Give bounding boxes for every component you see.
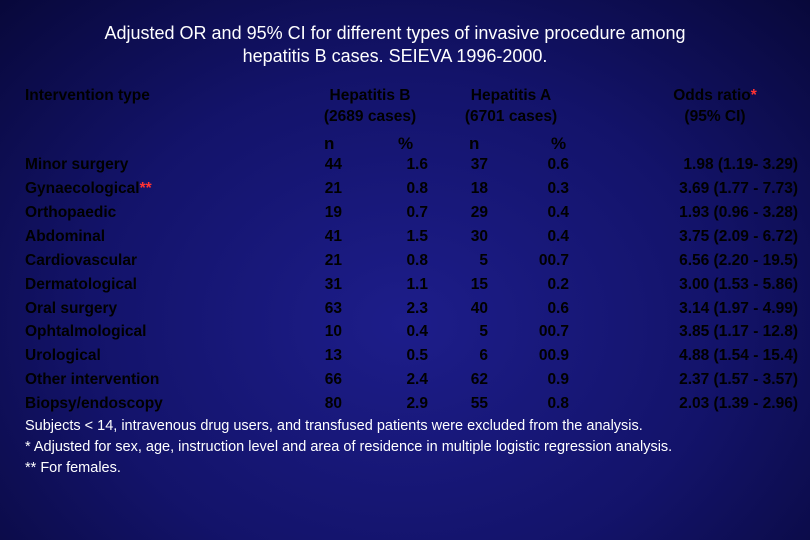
hep-a-pct-cell: 0.6 <box>547 300 569 317</box>
hep-b-n-cell: 80 <box>324 395 342 412</box>
intervention-type-cell: Minor surgery <box>25 156 129 173</box>
hep-a-n-cell: 55 <box>470 395 488 412</box>
footnote-exclusions: Subjects < 14, intravenous drug users, a… <box>25 418 643 434</box>
hep-a-pct-cell: 0.6 <box>547 156 569 173</box>
hep-b-n-cell: 21 <box>324 180 342 197</box>
hep-b-n-cell: 19 <box>324 204 342 221</box>
table-row: Gynaecological** 21 0.8 18 0.3 3.69 (1.7… <box>0 180 810 204</box>
hep-b-pct-cell: 1.1 <box>406 276 428 293</box>
odds-ratio-cell: 3.85 (1.17 - 12.8) <box>679 323 798 340</box>
header-hepatitis-b-cases: (2689 cases) <box>323 108 417 125</box>
intervention-type-cell: Orthopaedic <box>25 204 117 221</box>
intervention-type-cell: Ophtalmological <box>25 323 147 340</box>
intervention-type-cell: Urological <box>25 347 101 364</box>
header-hepatitis-b-title: Hepatitis B <box>329 87 411 104</box>
footnote-females: ** For females. <box>25 460 121 476</box>
hep-a-pct-cell: 0.3 <box>547 180 569 197</box>
table-row: Urological 13 0.5 6 00.9 4.88 (1.54 - 15… <box>0 347 810 371</box>
intervention-type-cell: Biopsy/endoscopy <box>25 395 163 412</box>
header-hepatitis-a-title: Hepatitis A <box>470 87 552 104</box>
hep-b-n-cell: 41 <box>324 228 342 245</box>
hep-a-pct-cell: 0.8 <box>547 395 569 412</box>
table-row: Biopsy/endoscopy 80 2.9 55 0.8 2.03 (1.3… <box>0 395 810 419</box>
hep-b-pct-cell: 0.8 <box>406 252 428 269</box>
table-row: Cardiovascular 21 0.8 5 00.7 6.56 (2.20 … <box>0 252 810 276</box>
hep-a-pct-cell: 00.9 <box>538 347 569 364</box>
hep-a-n-cell: 5 <box>479 323 488 340</box>
table-row: Orthopaedic 19 0.7 29 0.4 1.93 (0.96 - 3… <box>0 204 810 228</box>
hep-a-pct-cell: 0.4 <box>547 204 569 221</box>
hep-a-n-cell: 37 <box>470 156 488 173</box>
odds-ratio-cell: 2.03 (1.39 - 2.96) <box>679 395 798 412</box>
intervention-type-cell: Dermatological <box>25 276 137 293</box>
intervention-type-cell: Oral surgery <box>25 300 118 317</box>
hep-b-n-cell: 63 <box>324 300 342 317</box>
hep-a-pct-cell: 0.4 <box>547 228 569 245</box>
hep-b-n-cell: 31 <box>324 276 342 293</box>
hep-b-pct-cell: 1.5 <box>406 228 428 245</box>
intervention-type-cell: Other intervention <box>25 371 160 388</box>
hep-a-pct-cell: 0.2 <box>547 276 569 293</box>
slide-title-line-1: Adjusted OR and 95% CI for different typ… <box>104 23 686 43</box>
hep-a-n-cell: 30 <box>470 228 488 245</box>
header-n-hep-a: n <box>469 134 480 153</box>
hep-b-pct-cell: 1.6 <box>406 156 428 173</box>
hep-a-n-cell: 5 <box>479 252 488 269</box>
slide-title: Adjusted OR and 95% CI for different typ… <box>0 22 790 68</box>
hep-b-pct-cell: 0.8 <box>406 180 428 197</box>
hep-a-pct-cell: 00.7 <box>538 252 569 269</box>
table-row: Ophtalmological 10 0.4 5 00.7 3.85 (1.17… <box>0 323 810 347</box>
header-pct-hep-b: % <box>398 134 414 153</box>
footnote-marker: ** <box>139 180 152 197</box>
hep-a-n-cell: 40 <box>470 300 488 317</box>
intervention-type-cell: Gynaecological <box>25 180 140 197</box>
odds-ratio-cell: 3.69 (1.77 - 7.73) <box>679 180 798 197</box>
table-row: Oral surgery 63 2.3 40 0.6 3.14 (1.97 - … <box>0 300 810 324</box>
odds-ratio-cell: 3.00 (1.53 - 5.86) <box>679 276 798 293</box>
hep-b-pct-cell: 2.3 <box>406 300 428 317</box>
hep-b-pct-cell: 2.4 <box>406 371 428 388</box>
hep-b-n-cell: 66 <box>324 371 342 388</box>
header-intervention-type: Intervention type <box>25 87 150 104</box>
odds-ratio-cell: 3.75 (2.09 - 6.72) <box>679 228 798 245</box>
table-row: Minor surgery 44 1.6 37 0.6 1.98 (1.19- … <box>0 156 810 180</box>
slide-title-line-2: hepatitis B cases. SEIEVA 1996-2000. <box>242 46 548 66</box>
hep-b-pct-cell: 0.5 <box>406 347 428 364</box>
odds-ratio-cell: 4.88 (1.54 - 15.4) <box>679 347 798 364</box>
hep-a-n-cell: 62 <box>470 371 488 388</box>
hep-b-pct-cell: 2.9 <box>406 395 428 412</box>
odds-ratio-cell: 6.56 (2.20 - 19.5) <box>679 252 798 269</box>
header-pct-hep-a: % <box>551 134 567 153</box>
odds-ratio-cell: 2.37 (1.57 - 3.57) <box>679 371 798 388</box>
hep-a-n-cell: 6 <box>479 347 488 364</box>
header-odds-ratio: Odds ratio* (95% CI) <box>650 87 780 126</box>
header-hepatitis-b: Hepatitis B (2689 cases) <box>305 87 435 126</box>
hep-a-n-cell: 29 <box>470 204 488 221</box>
header-odds-ratio-ci: (95% CI) <box>684 108 746 125</box>
header-n-hep-b: n <box>324 134 335 153</box>
footnote-adjustment: * Adjusted for sex, age, instruction lev… <box>25 439 673 455</box>
hep-b-n-cell: 44 <box>324 156 342 173</box>
intervention-type-cell: Cardiovascular <box>25 252 137 269</box>
hep-b-n-cell: 21 <box>324 252 342 269</box>
odds-ratio-cell: 3.14 (1.97 - 4.99) <box>679 300 798 317</box>
hep-a-pct-cell: 00.7 <box>538 323 569 340</box>
header-odds-ratio-marker: * <box>750 87 757 104</box>
table-row: Dermatological 31 1.1 15 0.2 3.00 (1.53 … <box>0 276 810 300</box>
header-hepatitis-a: Hepatitis A (6701 cases) <box>446 87 576 126</box>
hep-a-pct-cell: 0.9 <box>547 371 569 388</box>
table-row: Abdominal 41 1.5 30 0.4 3.75 (2.09 - 6.7… <box>0 228 810 252</box>
odds-ratio-cell: 1.98 (1.19- 3.29) <box>683 156 798 173</box>
table-row: Other intervention 66 2.4 62 0.9 2.37 (1… <box>0 371 810 395</box>
header-odds-ratio-title: Odds ratio <box>673 87 751 104</box>
hep-b-pct-cell: 0.7 <box>406 204 428 221</box>
hep-a-n-cell: 15 <box>470 276 488 293</box>
intervention-type-cell: Abdominal <box>25 228 106 245</box>
hep-b-n-cell: 10 <box>324 323 342 340</box>
hep-b-pct-cell: 0.4 <box>406 323 428 340</box>
header-hepatitis-a-cases: (6701 cases) <box>464 108 558 125</box>
odds-ratio-cell: 1.93 (0.96 - 3.28) <box>679 204 798 221</box>
hep-b-n-cell: 13 <box>324 347 342 364</box>
hep-a-n-cell: 18 <box>470 180 488 197</box>
